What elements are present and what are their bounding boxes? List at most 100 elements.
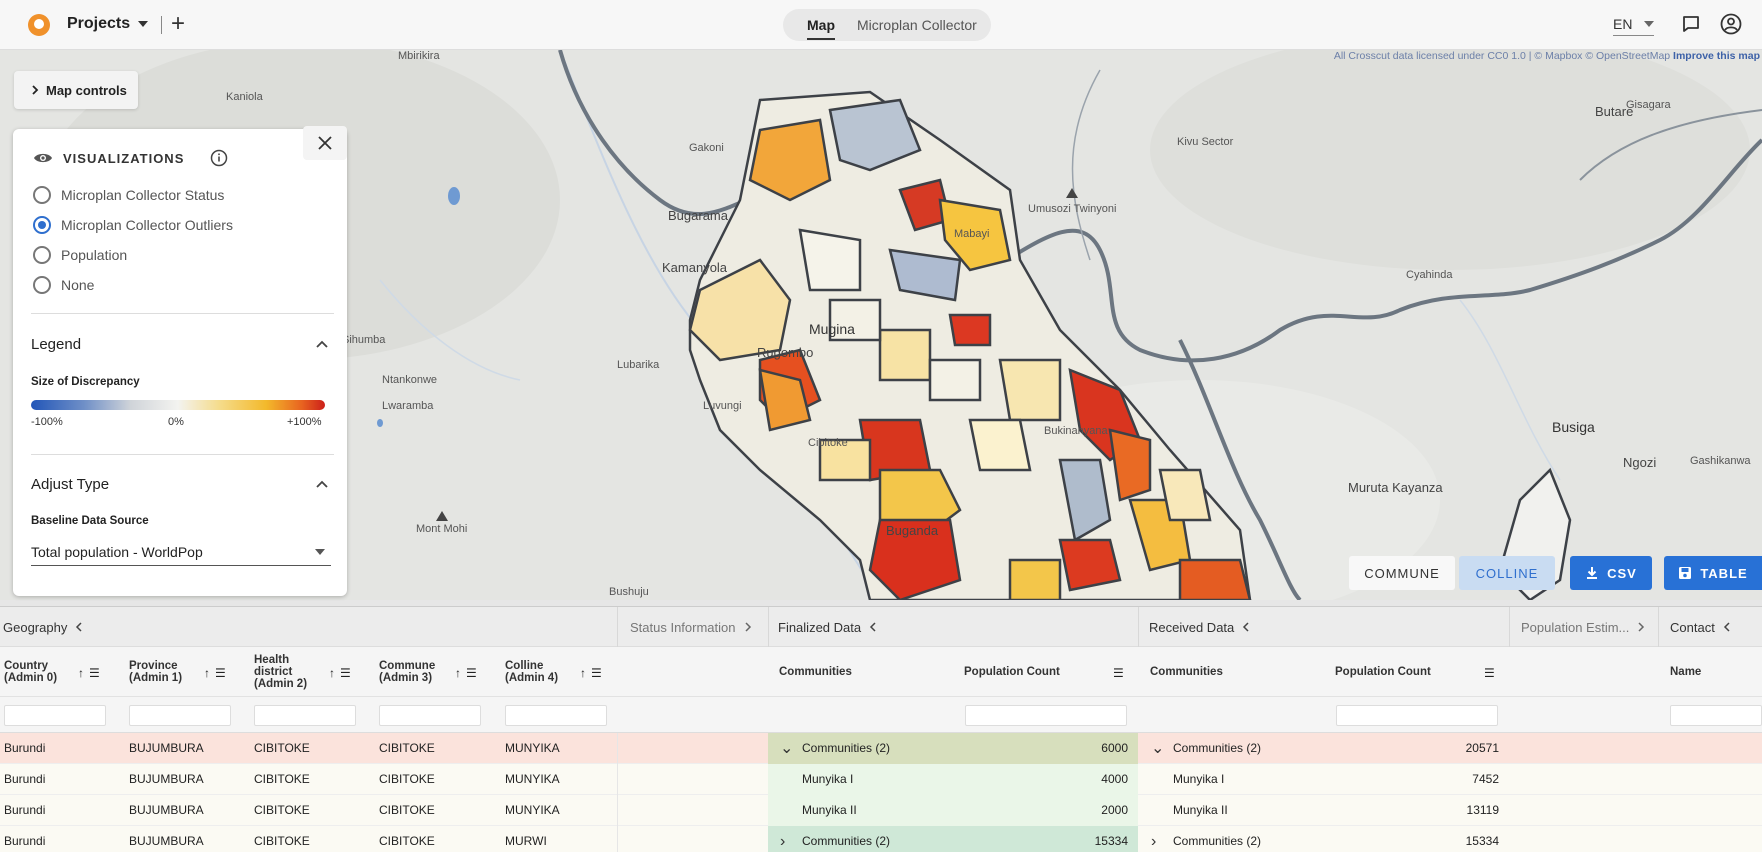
map-controls-button[interactable]: Map controls xyxy=(14,71,138,109)
filter-input[interactable] xyxy=(505,705,607,726)
chevron-up-icon[interactable] xyxy=(315,339,329,349)
add-icon[interactable]: + xyxy=(171,10,186,37)
sort-icon[interactable]: ↑ xyxy=(329,666,335,680)
option-none[interactable]: None xyxy=(33,276,94,294)
info-icon[interactable] xyxy=(210,149,228,167)
colline-label: COLLINE xyxy=(1475,565,1539,581)
option-collector-status[interactable]: Microplan Collector Status xyxy=(33,186,224,204)
header-finalized-population[interactable]: Population Count xyxy=(964,666,1060,678)
chevron-right-icon[interactable] xyxy=(744,622,752,632)
group-finalized-data[interactable]: Finalized Data xyxy=(775,607,877,647)
sort-icon[interactable]: ↑ xyxy=(204,666,210,680)
chevron-left-icon[interactable] xyxy=(1242,622,1250,632)
place-label: Mugina xyxy=(809,321,855,337)
sort-icon[interactable]: ↑ xyxy=(78,666,84,680)
radio-button[interactable] xyxy=(33,246,51,264)
close-button[interactable] xyxy=(303,126,347,160)
filter-input[interactable] xyxy=(1336,705,1498,726)
sort-icon[interactable]: ↑ xyxy=(455,666,461,680)
menu-icon[interactable]: ☰ xyxy=(591,666,602,680)
app-logo[interactable] xyxy=(28,14,50,36)
improve-map-link[interactable]: Improve this map xyxy=(1673,50,1760,62)
header-province[interactable]: Province (Admin 1) xyxy=(129,660,183,684)
finalized-cell-block xyxy=(768,795,1138,826)
header-commune[interactable]: Commune (Admin 3) xyxy=(379,660,436,684)
header-country[interactable]: Country (Admin 0) xyxy=(4,660,58,684)
divider xyxy=(617,607,618,647)
tab-microplan-collector[interactable]: Microplan Collector xyxy=(857,17,977,33)
header-colline[interactable]: Colline (Admin 4) xyxy=(505,660,559,684)
place-label: Lwaramba xyxy=(382,400,434,412)
header-received-population[interactable]: Population Count xyxy=(1335,666,1431,678)
place-label: Gashikanwa xyxy=(1690,455,1751,467)
column-group-row: Geography Status Information Finalized D… xyxy=(0,607,1762,647)
header-health-district[interactable]: Health district (Admin 2) xyxy=(254,654,308,690)
group-geography[interactable]: Geography xyxy=(0,607,617,647)
menu-icon[interactable]: ☰ xyxy=(215,666,226,680)
account-icon[interactable] xyxy=(1720,13,1742,35)
csv-download-button[interactable]: CSV xyxy=(1570,556,1652,590)
column-header-row: Country (Admin 0) ↑ ☰ Province (Admin 1) … xyxy=(0,647,1762,697)
chevron-left-icon[interactable] xyxy=(869,622,877,632)
header-contact-name[interactable]: Name xyxy=(1670,666,1702,678)
visualizations-header: VISUALIZATIONS xyxy=(33,149,228,167)
radio-button[interactable] xyxy=(33,276,51,294)
option-population[interactable]: Population xyxy=(33,246,127,264)
filter-input[interactable] xyxy=(254,705,356,726)
group-status-information[interactable]: Status Information xyxy=(627,607,752,647)
filter-input[interactable] xyxy=(965,705,1127,726)
eye-icon xyxy=(34,153,52,163)
map-canvas[interactable]: All Crosscut data licensed under CC0 1.0… xyxy=(0,0,1762,600)
tab-map[interactable]: Map xyxy=(807,17,835,40)
chevron-down-icon xyxy=(1644,21,1655,27)
baseline-source-select[interactable]: Total population - WorldPop xyxy=(31,538,331,566)
group-received-data[interactable]: Received Data xyxy=(1146,607,1250,647)
filter-input[interactable] xyxy=(379,705,481,726)
group-population-estimates[interactable]: Population Estim... xyxy=(1518,607,1645,647)
filter-input[interactable] xyxy=(1670,705,1762,726)
chevron-left-icon[interactable] xyxy=(1723,622,1731,632)
table-row[interactable]: Burundi BUJUMBURA CIBITOKE CIBITOKE MURWI › Co… xyxy=(0,826,1762,852)
group-label: Geography xyxy=(3,619,68,635)
radio-button-selected[interactable] xyxy=(33,216,51,234)
cell-province: BUJUMBURA xyxy=(129,803,204,817)
chevron-down-icon[interactable]: ⌄ xyxy=(780,740,794,757)
chevron-left-icon[interactable] xyxy=(75,622,83,632)
place-label: Muruta Kayanza xyxy=(1348,480,1443,495)
projects-label: Projects xyxy=(67,15,131,32)
chevron-right-icon[interactable]: › xyxy=(1151,833,1157,850)
radio-button[interactable] xyxy=(33,186,51,204)
chevron-up-icon[interactable] xyxy=(315,479,329,489)
place-label: Bugarama xyxy=(668,208,728,223)
menu-icon[interactable]: ☰ xyxy=(1484,666,1495,680)
menu-icon[interactable]: ☰ xyxy=(89,666,100,680)
menu-icon[interactable]: ☰ xyxy=(1113,666,1124,680)
group-contact[interactable]: Contact xyxy=(1667,607,1731,647)
menu-icon[interactable]: ☰ xyxy=(340,666,351,680)
sort-icon[interactable]: ↑ xyxy=(580,666,586,680)
chevron-down-icon[interactable]: ⌄ xyxy=(1151,740,1165,757)
table-row[interactable]: Burundi BUJUMBURA CIBITOKE CIBITOKE MUNYIKA ⌄… xyxy=(0,733,1762,764)
projects-menu[interactable]: Projects xyxy=(67,15,149,33)
option-collector-outliers[interactable]: Microplan Collector Outliers xyxy=(33,216,233,234)
chevron-right-icon[interactable]: › xyxy=(780,833,786,850)
filter-input[interactable] xyxy=(4,705,106,726)
colline-level-button[interactable]: COLLINE xyxy=(1459,556,1555,590)
table-row[interactable]: Burundi BUJUMBURA CIBITOKE CIBITOKE MUNYIKA M… xyxy=(0,795,1762,826)
chat-icon[interactable] xyxy=(1681,14,1701,34)
place-label: Cibitoke xyxy=(808,437,848,449)
cell-country: Burundi xyxy=(4,772,46,786)
place-label: Ngozi xyxy=(1623,455,1657,470)
menu-icon[interactable]: ☰ xyxy=(466,666,477,680)
table-save-button[interactable]: TABLE xyxy=(1664,556,1762,590)
commune-level-button[interactable]: COMMUNE xyxy=(1349,556,1455,590)
chevron-right-icon[interactable] xyxy=(1637,622,1645,632)
header-finalized-communities[interactable]: Communities xyxy=(779,666,852,678)
place-label: Sihumba xyxy=(342,334,386,346)
cell-health: CIBITOKE xyxy=(254,834,310,848)
language-select[interactable]: EN xyxy=(1613,16,1655,36)
filter-input[interactable] xyxy=(129,705,231,726)
table-row[interactable]: Burundi BUJUMBURA CIBITOKE CIBITOKE MUNYIKA M… xyxy=(0,764,1762,795)
header-received-communities[interactable]: Communities xyxy=(1150,666,1223,678)
cell-finalized-population: 4000 xyxy=(1101,772,1128,786)
